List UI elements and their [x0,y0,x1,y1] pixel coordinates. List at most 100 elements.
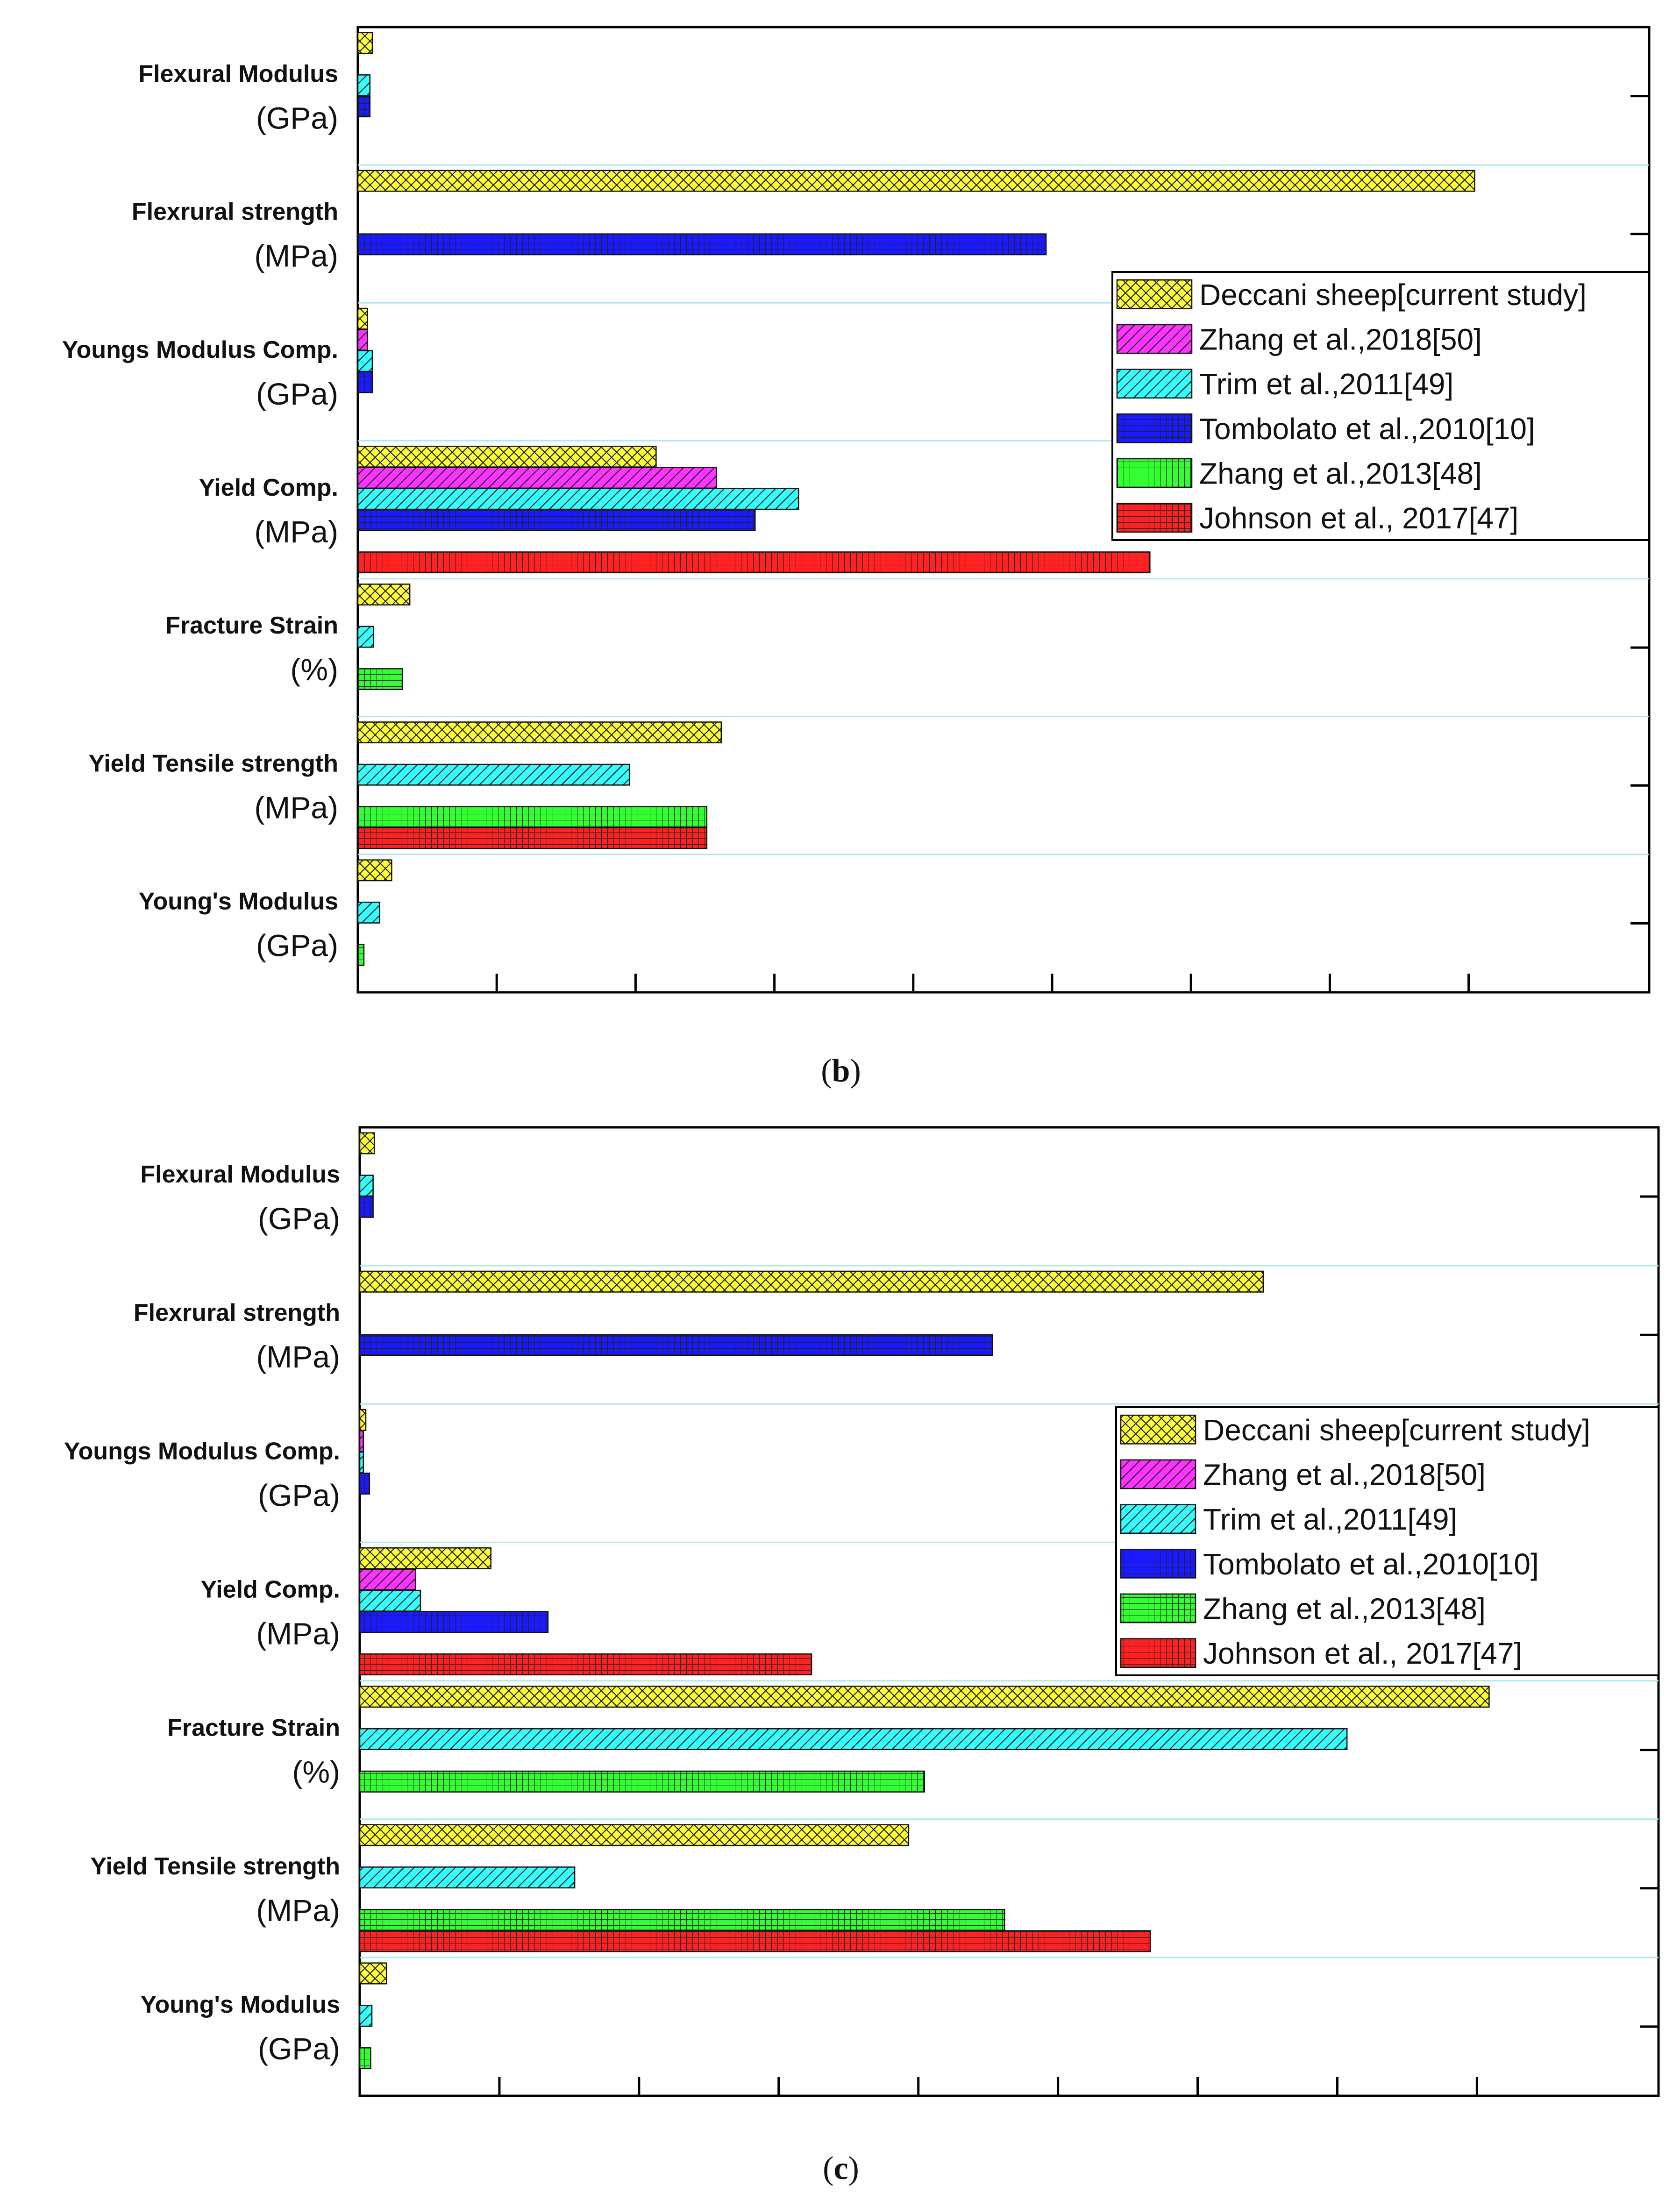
bar-trim [359,1589,421,1612]
bar-zhang2013 [359,1908,1005,1931]
legend-swatch-johnson [1120,1638,1196,1668]
legend-label: Zhang et al.,2013[48] [1203,1592,1486,1625]
legend-label: Johnson et al., 2017[47] [1199,501,1518,535]
bar-deccani [357,859,392,882]
legend-label: Deccani sheep[current study] [1199,278,1587,312]
category-unit: (MPa) [256,1893,340,1928]
category-label: Flexrural strength [132,199,338,226]
legend-label: Trim et al.,2011[49] [1203,1502,1457,1536]
legend-swatch-zhang2018 [1116,324,1193,354]
legend-label: Zhang et al.,2018[50] [1203,1458,1486,1491]
bar-zhang2013 [359,2047,371,2070]
legend-swatch-zhang2018 [1120,1459,1196,1489]
bar-tombolato [357,233,1047,256]
legend-swatch-deccani [1120,1414,1196,1445]
legend-swatch-zhang2013 [1120,1593,1196,1623]
category-unit: (%) [292,1755,340,1789]
chart-panel-c: Flexural Modulus (GPa) Flexrural strength (… [64,1126,1660,2186]
bar-trim [357,763,630,786]
bar-tombolato [357,509,756,531]
category-unit: (%) [290,652,338,687]
bar-deccani [359,1686,1490,1708]
category-unit: (MPa) [254,514,338,549]
legend-swatch-johnson [1116,503,1193,533]
category-label: Flexrural strength [134,1299,340,1326]
bar-zhang2013 [357,668,403,690]
bar-johnson [359,1653,812,1676]
chart-panel-b: Flexural Modulus (GPa) Flexrural strength (… [62,26,1651,1089]
bar-zhang2013 [359,1770,925,1793]
bar-deccani [359,1962,387,1985]
category-label: Yield Comp. [199,474,338,501]
legend-swatch-tombolato [1116,413,1193,443]
category-unit: (GPa) [256,377,338,411]
category-label: Yield Tensile strength [90,1853,340,1880]
bar-zhang2018 [357,467,717,489]
category-unit: (MPa) [254,790,338,825]
legend-box [1111,271,1650,541]
legend-label: Johnson et al., 2017[47] [1203,1637,1522,1670]
bar-deccani [357,584,411,605]
bar-johnson [357,551,1151,574]
bar-trim [359,1175,374,1197]
panel-caption: (c) [823,2150,859,2186]
bar-tombolato [357,371,373,393]
bar-zhang2013 [357,944,365,966]
bar-trim [359,1866,576,1889]
bar-deccani [359,1409,367,1431]
legend-label: Tombolato et al.,2010[10] [1203,1547,1539,1581]
bar-trim [359,2005,373,2027]
category-unit: (GPa) [258,1201,340,1236]
legend-swatch-deccani [1116,279,1193,309]
bar-trim [357,488,799,510]
bar-deccani [359,1547,491,1570]
bar-tombolato [359,1196,374,1218]
bar-deccani [357,445,657,468]
category-label: Flexural Modulus [140,1161,340,1188]
legend-swatch-zhang2013 [1116,458,1193,488]
bar-trim [357,350,373,372]
category-unit: (MPa) [256,1616,340,1651]
category-label: Fracture Strain [167,1715,340,1742]
bar-deccani [357,170,1475,192]
bar-tombolato [359,1473,370,1495]
bar-zhang2018 [357,329,368,351]
bar-trim [357,74,371,96]
bar-trim [357,626,374,648]
category-label: Youngs Modulus Comp. [64,1438,340,1465]
legend-swatch-trim [1120,1504,1196,1534]
bar-tombolato [359,1334,993,1356]
bar-johnson [359,1930,1151,1952]
category-label: Young's Modulus [139,888,338,915]
bar-johnson [357,827,708,849]
category-label: Young's Modulus [141,1991,340,2018]
category-label: Flexural Modulus [138,61,338,88]
legend-label: Zhang et al.,2013[48] [1199,456,1482,490]
category-label: Youngs Modulus Comp. [62,336,338,363]
bar-deccani [357,307,368,330]
category-unit: (GPa) [256,101,338,135]
category-unit: (GPa) [258,1478,340,1512]
category-unit: (GPa) [258,2031,340,2066]
bar-zhang2018 [359,1568,416,1591]
legend-box [1115,1406,1659,1676]
bar-trim [359,1728,1348,1750]
legend-label: Deccani sheep[current study] [1203,1413,1590,1447]
bar-deccani [359,1132,375,1154]
category-label: Yield Comp. [200,1576,340,1603]
bar-zhang2013 [357,806,708,828]
legend-label: Zhang et al.,2018[50] [1199,322,1482,356]
category-label: Fracture Strain [165,612,338,639]
category-label: Yield Tensile strength [88,750,338,777]
bar-zhang2018 [359,1430,364,1452]
category-unit: (MPa) [254,239,338,273]
legend-label: Trim et al.,2011[49] [1199,367,1453,401]
bar-deccani [359,1270,1264,1293]
category-unit: (MPa) [256,1339,340,1374]
bar-deccani [357,721,722,744]
category-unit: (GPa) [256,928,338,962]
panel-caption: (b) [821,1053,861,1089]
bar-tombolato [357,95,371,118]
bar-deccani [357,32,373,54]
